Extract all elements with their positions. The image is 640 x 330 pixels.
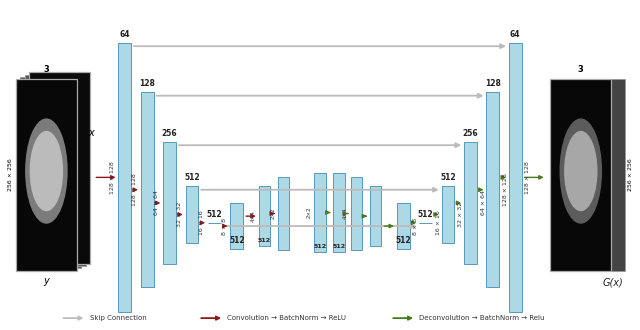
Bar bbox=[29, 72, 90, 264]
Bar bbox=[559, 79, 620, 271]
Text: G(x): G(x) bbox=[602, 277, 623, 287]
Text: 128 × 128: 128 × 128 bbox=[132, 173, 137, 206]
Text: 16 × 16: 16 × 16 bbox=[436, 211, 441, 235]
Bar bbox=[29, 72, 90, 264]
Text: 512: 512 bbox=[184, 174, 200, 182]
Text: x: x bbox=[88, 128, 94, 138]
Ellipse shape bbox=[29, 131, 63, 211]
Bar bbox=[186, 186, 198, 243]
Text: 32 × 32: 32 × 32 bbox=[458, 202, 463, 227]
Text: 64: 64 bbox=[120, 30, 130, 39]
Text: 256: 256 bbox=[162, 129, 177, 138]
Text: 128: 128 bbox=[485, 80, 500, 88]
Bar bbox=[163, 142, 176, 264]
Bar bbox=[370, 186, 381, 246]
Bar bbox=[259, 186, 270, 246]
Text: 64 × 64: 64 × 64 bbox=[481, 190, 486, 215]
Bar bbox=[509, 43, 522, 312]
Text: 512: 512 bbox=[258, 238, 271, 243]
Bar bbox=[397, 203, 410, 249]
Text: 256 × 256: 256 × 256 bbox=[628, 158, 633, 191]
Text: 8 × 8: 8 × 8 bbox=[413, 217, 419, 235]
Text: 4×4: 4×4 bbox=[251, 210, 256, 222]
Bar bbox=[442, 186, 454, 243]
Text: 256: 256 bbox=[463, 129, 478, 138]
Text: 128 × 128: 128 × 128 bbox=[525, 161, 531, 194]
Bar bbox=[486, 92, 499, 287]
Text: Skip Connection: Skip Connection bbox=[90, 315, 147, 321]
Text: y: y bbox=[44, 276, 49, 285]
Bar bbox=[555, 79, 616, 271]
Text: 64 × 64: 64 × 64 bbox=[154, 190, 159, 215]
Text: 512: 512 bbox=[229, 236, 244, 245]
Bar bbox=[314, 173, 326, 252]
Text: 512: 512 bbox=[333, 244, 346, 249]
Text: 512: 512 bbox=[440, 174, 456, 182]
Text: 64: 64 bbox=[510, 30, 520, 39]
Ellipse shape bbox=[564, 131, 598, 211]
Ellipse shape bbox=[51, 156, 63, 180]
Text: Convolution → BatchNorm → ReLU: Convolution → BatchNorm → ReLU bbox=[227, 315, 346, 321]
Text: 4×4: 4×4 bbox=[343, 208, 348, 219]
Bar bbox=[16, 79, 77, 271]
Bar bbox=[118, 43, 131, 312]
Text: 128 × 128: 128 × 128 bbox=[503, 173, 508, 206]
Text: 8 × 8: 8 × 8 bbox=[221, 217, 227, 235]
Bar bbox=[25, 75, 86, 266]
Bar bbox=[550, 79, 611, 271]
Text: 16 × 16: 16 × 16 bbox=[199, 211, 204, 235]
Bar bbox=[230, 203, 243, 249]
Bar bbox=[351, 177, 362, 250]
Text: 128 × 128: 128 × 128 bbox=[109, 161, 115, 194]
Text: 32 × 32: 32 × 32 bbox=[177, 202, 182, 227]
Ellipse shape bbox=[56, 132, 70, 158]
Text: 512: 512 bbox=[418, 210, 433, 219]
Text: 3: 3 bbox=[578, 65, 584, 74]
Bar bbox=[464, 142, 477, 264]
Ellipse shape bbox=[25, 118, 68, 224]
Text: 3: 3 bbox=[44, 65, 49, 74]
Text: 512: 512 bbox=[207, 210, 222, 219]
Bar bbox=[564, 79, 625, 271]
Text: Deconvolution → BatchNorm → Relu: Deconvolution → BatchNorm → Relu bbox=[419, 315, 545, 321]
Text: 256 × 256: 256 × 256 bbox=[8, 158, 13, 191]
Bar bbox=[333, 173, 345, 252]
Text: 512: 512 bbox=[396, 236, 411, 245]
Text: 2×2: 2×2 bbox=[307, 207, 312, 218]
Bar bbox=[20, 77, 81, 268]
Text: 128: 128 bbox=[140, 80, 155, 88]
Text: 2×2: 2×2 bbox=[270, 208, 275, 219]
Bar bbox=[141, 92, 154, 287]
Text: 512: 512 bbox=[314, 244, 326, 249]
Bar bbox=[278, 177, 289, 250]
Ellipse shape bbox=[559, 118, 602, 224]
